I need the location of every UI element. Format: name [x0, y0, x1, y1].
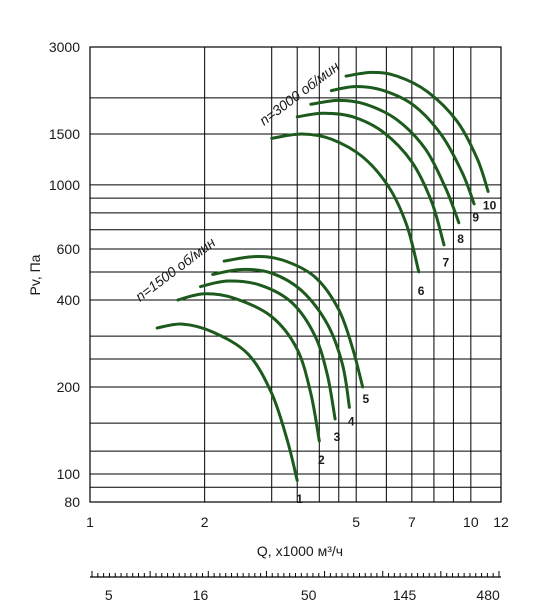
curve-5 [222, 255, 365, 389]
x-tick-label: 10 [463, 514, 479, 530]
secondary-axis: 5 16 50 145 480 [90, 571, 501, 603]
x-tick-labels: 1 2 5 7 10 12 [86, 514, 509, 530]
curve-number-label: 8 [457, 232, 464, 246]
curve-9 [329, 84, 476, 206]
curve-1 [155, 322, 299, 482]
plot-frame [89, 46, 502, 503]
curve-number-label: 4 [348, 414, 355, 428]
x-tick-label: 12 [493, 514, 509, 530]
x-tick-label: 2 [201, 514, 209, 530]
secondary-axis-label: 480 [476, 587, 500, 603]
grid [89, 46, 502, 503]
y-tick-label: 600 [57, 241, 81, 257]
y-tick-labels: 80 100 200 400 600 1000 1500 3000 [49, 39, 80, 510]
curve-2 [176, 292, 321, 443]
curve-number-label: 10 [483, 198, 497, 212]
curve-number-label: 3 [334, 430, 341, 444]
y-tick-label: 400 [57, 292, 81, 308]
y-tick-label: 1000 [49, 177, 80, 193]
curve-number-label: 7 [443, 255, 450, 269]
curve-number-label: 5 [362, 392, 369, 406]
curve-7 [295, 111, 446, 247]
y-tick-label: 100 [57, 466, 81, 482]
y-axis-title: Pv, Па [27, 254, 43, 295]
y-tick-label: 3000 [49, 39, 80, 55]
y-tick-label: 80 [64, 494, 80, 510]
curve-number-label: 9 [472, 211, 479, 225]
y-tick-label: 200 [57, 379, 81, 395]
x-tick-label: 7 [408, 514, 416, 530]
curve-4 [211, 267, 351, 409]
y-tick-label: 1500 [49, 126, 80, 142]
x-tick-label: 1 [86, 514, 94, 530]
curve-8 [309, 98, 461, 225]
curves [155, 70, 490, 482]
secondary-axis-label: 16 [193, 587, 209, 603]
secondary-axis-label: 5 [105, 587, 113, 603]
secondary-axis-label: 50 [301, 587, 317, 603]
x-axis-title: Q, x1000 м³/ч [257, 543, 343, 559]
curve-6 [270, 132, 421, 274]
curve-number-label: 1 [296, 492, 303, 506]
secondary-axis-label: 145 [393, 587, 417, 603]
curve-number-label: 6 [418, 284, 425, 298]
x-tick-label: 5 [352, 514, 360, 530]
curve-10 [344, 70, 490, 193]
curve-3 [199, 279, 337, 421]
curve-number-label: 2 [318, 453, 325, 467]
